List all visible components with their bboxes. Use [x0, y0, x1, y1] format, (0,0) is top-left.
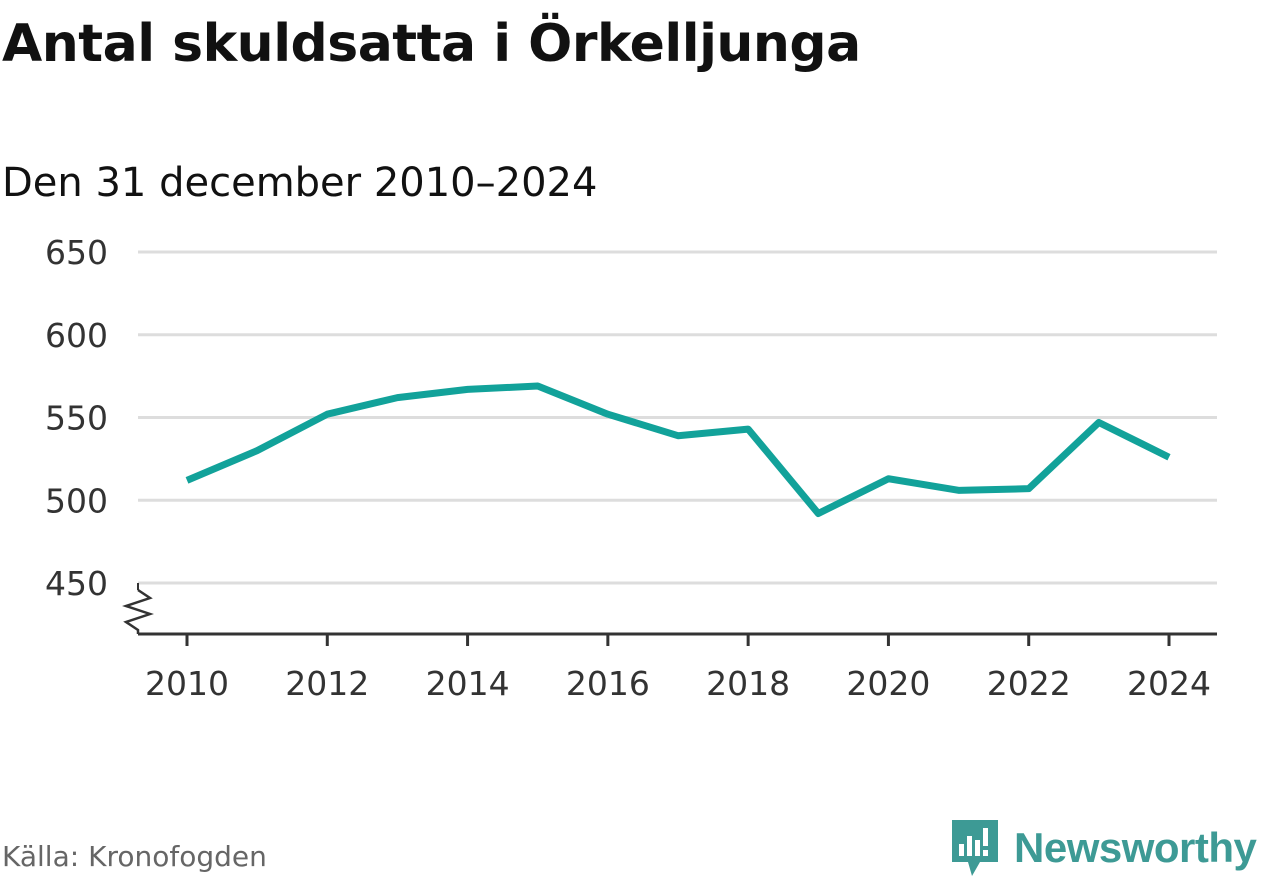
y-tick-label: 650: [45, 233, 108, 272]
source-note: Källa: Kronofogden: [2, 840, 267, 873]
axis-break-symbol: [122, 588, 154, 634]
x-axis: [122, 583, 1217, 636]
x-tick-label: 2014: [426, 664, 510, 703]
newsworthy-logo: Newsworthy: [950, 818, 1257, 878]
x-tick-label: 2016: [566, 664, 650, 703]
y-tick-label: 600: [45, 316, 108, 355]
x-tick-label: 2020: [846, 664, 930, 703]
brand-name: Newsworthy: [1014, 824, 1257, 871]
chart-title: Antal skuldsatta i Örkelljunga: [2, 14, 861, 74]
y-tick-label: 500: [45, 481, 108, 520]
series-line: [185, 382, 1171, 517]
x-tick-label: 2018: [706, 664, 790, 703]
x-tick-label: 2022: [987, 664, 1071, 703]
x-tick-label: 2012: [285, 664, 369, 703]
x-tick-label: 2024: [1127, 664, 1211, 703]
y-tick-label: 450: [45, 564, 108, 603]
chart-subtitle: Den 31 december 2010–2024: [2, 160, 598, 206]
x-tick-label: 2010: [145, 664, 229, 703]
y-tick-label: 550: [45, 399, 108, 438]
x-axis-ticks: 2010 2012 2014 2016 2018 2020 2022 2024: [145, 634, 1211, 703]
y-axis-ticks: 450 500 550 600 650: [45, 233, 108, 603]
gridlines: [138, 250, 1217, 585]
series-layer: [185, 382, 1171, 517]
newsworthy-logo-icon: [952, 820, 998, 876]
